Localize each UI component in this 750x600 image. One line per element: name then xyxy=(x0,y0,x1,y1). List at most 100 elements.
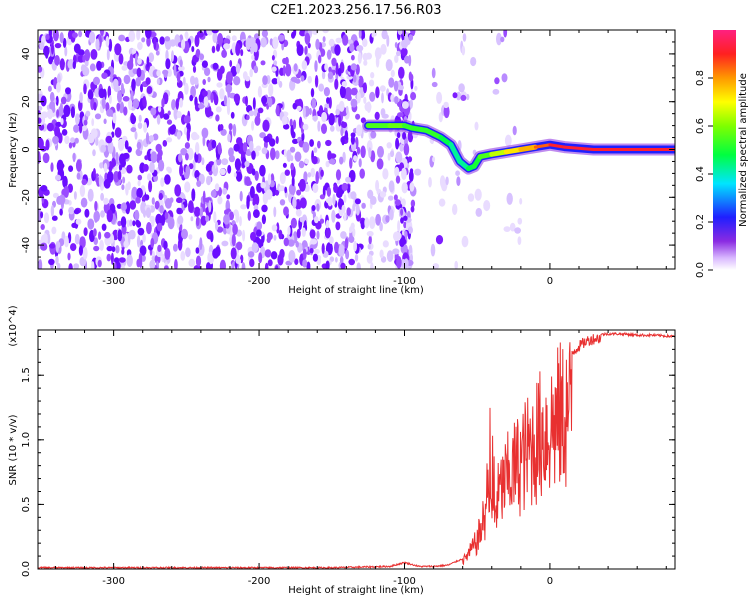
noise-blob xyxy=(101,223,107,231)
noise-blob xyxy=(242,142,248,153)
noise-blob xyxy=(180,250,186,261)
noise-blob xyxy=(353,240,357,252)
noise-blob xyxy=(220,128,227,136)
noise-blob xyxy=(409,182,415,192)
noise-blob xyxy=(519,198,523,205)
noise-blob xyxy=(366,254,373,264)
noise-blob xyxy=(99,239,104,251)
noise-blob xyxy=(215,221,219,231)
noise-blob xyxy=(385,215,390,223)
noise-blob xyxy=(82,66,90,77)
noise-blob xyxy=(105,135,113,144)
noise-blob xyxy=(301,227,306,237)
noise-blob xyxy=(215,158,222,166)
noise-blob xyxy=(46,122,54,132)
noise-blob xyxy=(436,91,443,104)
noise-blob xyxy=(458,83,465,93)
noise-blob xyxy=(47,85,52,92)
snr-y-ticks: 0.0 0.5 1.0 1.5 xyxy=(21,335,675,577)
noise-blob xyxy=(184,82,189,95)
noise-blob xyxy=(414,85,418,91)
noise-blob xyxy=(212,248,220,259)
noise-blob xyxy=(180,148,188,156)
noise-blob xyxy=(201,157,205,166)
noise-blob xyxy=(474,188,482,201)
noise-blob xyxy=(179,59,183,68)
noise-blob xyxy=(355,113,361,120)
noise-blob xyxy=(350,222,355,230)
noise-blob xyxy=(55,95,59,106)
noise-blob xyxy=(201,60,208,68)
noise-blob xyxy=(313,147,318,153)
noise-blob xyxy=(94,113,102,120)
noise-blob xyxy=(329,153,337,159)
noise-blob xyxy=(103,162,108,173)
noise-blob xyxy=(67,59,75,70)
noise-blob xyxy=(260,60,266,66)
noise-blob xyxy=(213,211,217,224)
noise-blob xyxy=(87,89,94,100)
noise-blob xyxy=(195,142,200,155)
noise-blob xyxy=(295,241,300,248)
noise-blob xyxy=(503,226,511,233)
noise-blob xyxy=(274,189,280,196)
noise-blob xyxy=(42,233,48,246)
noise-blob xyxy=(235,258,242,264)
noise-blob xyxy=(184,142,190,149)
noise-blob xyxy=(291,131,296,139)
noise-blob xyxy=(395,175,401,184)
noise-blob xyxy=(399,239,405,247)
noise-blob xyxy=(339,85,346,99)
noise-blob xyxy=(72,60,77,70)
noise-blob xyxy=(430,243,436,257)
noise-blob xyxy=(331,209,336,223)
noise-blob xyxy=(137,58,142,65)
noise-blob xyxy=(98,88,105,99)
noise-blob xyxy=(268,83,274,97)
noise-blob xyxy=(194,77,199,86)
noise-blob xyxy=(338,115,342,127)
noise-blob xyxy=(316,230,320,240)
noise-blob xyxy=(136,187,143,199)
noise-blob xyxy=(362,38,368,47)
noise-blob xyxy=(121,248,125,255)
noise-blob xyxy=(289,79,296,91)
snr-y-multiplier: (x10^4) xyxy=(8,305,19,346)
noise-blob xyxy=(59,208,63,216)
noise-blob xyxy=(95,38,100,51)
noise-blob xyxy=(314,75,319,88)
noise-blob xyxy=(156,69,161,77)
noise-blob xyxy=(101,96,106,110)
noise-blob xyxy=(270,251,278,260)
noise-blob xyxy=(63,104,71,117)
noise-blob xyxy=(352,74,357,83)
noise-blob xyxy=(403,143,410,156)
noise-blob xyxy=(292,196,297,209)
noise-blob xyxy=(164,248,171,260)
noise-blob xyxy=(196,180,202,187)
noise-blob xyxy=(68,165,74,172)
noise-blob xyxy=(75,159,82,172)
noise-blob xyxy=(257,107,264,114)
noise-blob xyxy=(210,232,214,243)
noise-blob xyxy=(94,200,98,212)
noise-blob xyxy=(344,87,352,98)
noise-blob xyxy=(50,162,54,173)
noise-blob xyxy=(127,60,134,70)
noise-blob xyxy=(311,97,317,109)
noise-blob xyxy=(222,187,228,195)
noise-blob xyxy=(100,30,104,37)
noise-blob xyxy=(49,101,56,111)
noise-blob xyxy=(340,126,344,137)
noise-blob xyxy=(188,234,193,240)
noise-blob xyxy=(293,63,298,72)
noise-blob xyxy=(239,216,242,227)
noise-blob xyxy=(319,218,325,224)
noise-blob xyxy=(298,178,306,192)
noise-blob xyxy=(149,161,155,174)
noise-blob xyxy=(328,66,332,73)
noise-blob xyxy=(325,139,332,147)
noise-blob xyxy=(221,49,228,58)
noise-blob xyxy=(58,194,66,205)
noise-blob xyxy=(40,185,48,192)
